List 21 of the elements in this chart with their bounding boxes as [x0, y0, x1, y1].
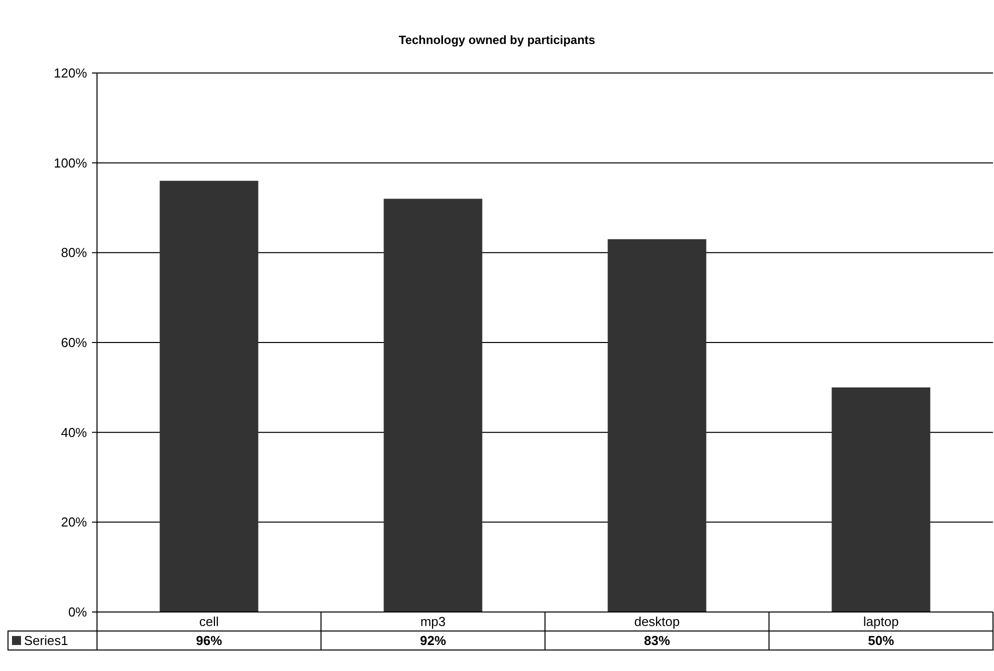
bar	[608, 239, 706, 612]
y-tick-label: 20%	[60, 514, 88, 530]
y-tick-label: 80%	[60, 245, 88, 260]
bar	[384, 198, 482, 612]
legend-label: Series1	[24, 633, 68, 648]
bar	[832, 387, 930, 612]
x-tick-label: mp3	[420, 614, 446, 630]
y-tick-label: 100%	[54, 155, 88, 170]
data-label: 83%	[644, 633, 670, 648]
y-tick-label: 40%	[60, 424, 88, 440]
data-label: 96%	[196, 633, 222, 648]
y-tick-label: 120%	[54, 66, 88, 81]
bar	[160, 180, 258, 612]
x-tick-label: laptop	[863, 614, 899, 630]
y-tick-label: 60%	[60, 335, 88, 350]
x-tick-label: desktop	[634, 614, 680, 630]
data-label: 50%	[868, 633, 894, 648]
x-tick-label: cell	[199, 614, 219, 630]
data-label: 92%	[420, 633, 446, 648]
chart-title: Technology owned by participants	[398, 33, 596, 47]
y-tick-label: 0%	[68, 604, 88, 620]
